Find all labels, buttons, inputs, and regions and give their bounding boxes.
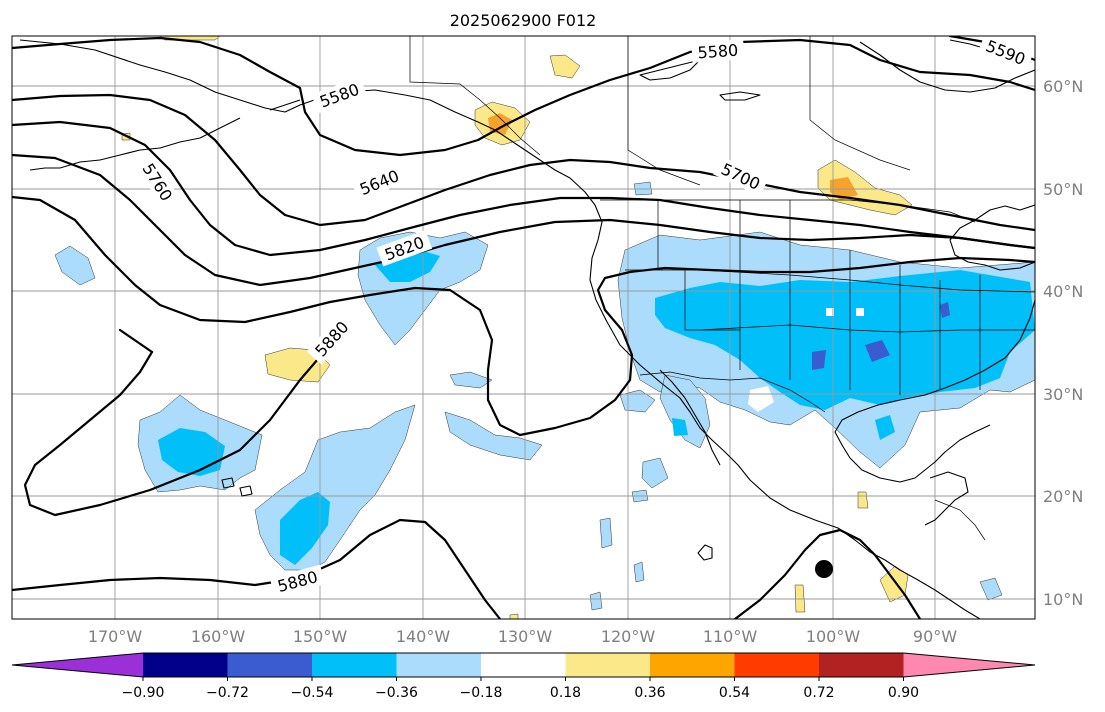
lat-label: 40°N [1043, 282, 1083, 301]
lon-label: 170°W [88, 627, 143, 646]
graticule [12, 36, 1035, 619]
colorbar-tick-label: 0.36 [634, 685, 665, 701]
lat-label: 20°N [1043, 487, 1083, 506]
lat-label: 10°N [1043, 590, 1083, 609]
lat-label: 60°N [1043, 77, 1083, 96]
colorbar-tick-label: −0.72 [206, 685, 249, 701]
colorbar-swatch [227, 653, 313, 677]
colorbar-swatch [903, 653, 1035, 677]
lon-label: 140°W [396, 627, 451, 646]
colorbar-swatch [819, 653, 904, 677]
lon-label: 130°W [498, 627, 553, 646]
colorbar-swatch [396, 653, 482, 677]
latitude-labels: 60°N 50°N 40°N 30°N 20°N 10°N [1043, 77, 1083, 609]
lat-label: 50°N [1043, 180, 1083, 199]
lon-label: 90°W [913, 627, 957, 646]
colorbar-swatch [312, 653, 397, 677]
colorbar-tick-label: 0.18 [550, 685, 581, 701]
lat-label: 30°N [1043, 385, 1083, 404]
colorbar-swatch [12, 653, 143, 677]
lon-label: 100°W [806, 627, 861, 646]
lon-label: 150°W [293, 627, 348, 646]
lon-label: 160°W [191, 627, 246, 646]
colorbar-swatch [565, 653, 651, 677]
longitude-labels: 170°W 160°W 150°W 140°W 130°W 120°W 110°… [88, 627, 957, 646]
map-frame [11, 35, 1036, 620]
colorbar-swatch [650, 653, 735, 677]
map-title: 2025062900 F012 [450, 11, 597, 30]
lon-label: 110°W [703, 627, 758, 646]
colorbar-tick-label: 0.54 [719, 685, 750, 701]
contour-label-5580-north: 5580 [697, 41, 739, 63]
colorbar-tick-label: −0.90 [122, 685, 165, 701]
colorbar-tick-label: −0.54 [291, 685, 334, 701]
colorbar-swatch [143, 653, 228, 677]
map-area: 5580 5580 5590 5640 5700 5760 [12, 36, 1035, 619]
lon-label: 120°W [601, 627, 656, 646]
colorbar-tick-label: −0.36 [375, 685, 418, 701]
colorbar-tick-label: 0.72 [803, 685, 834, 701]
colorbar-swatch [481, 653, 566, 677]
marker-dot [815, 560, 833, 578]
colorbar-tick-label: 0.90 [888, 685, 919, 701]
colorbar-swatch [734, 653, 820, 677]
colorbar-tick-label: −0.18 [460, 685, 503, 701]
colorbar: −0.90 −0.72 −0.54 −0.36 −0.18 0.18 0.36 0.54 0.7… [11, 652, 1036, 701]
